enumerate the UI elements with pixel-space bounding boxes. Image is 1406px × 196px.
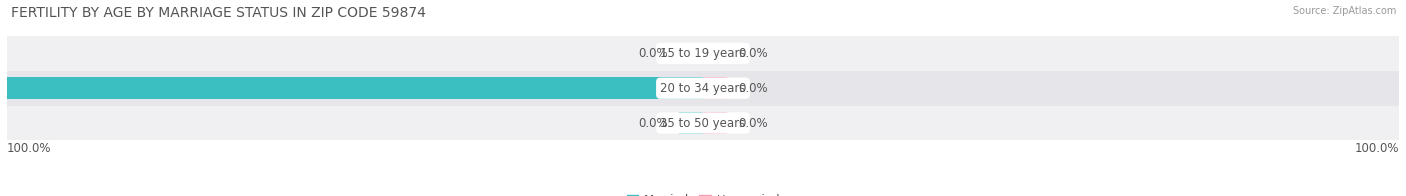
Text: 0.0%: 0.0% — [638, 116, 668, 130]
Text: FERTILITY BY AGE BY MARRIAGE STATUS IN ZIP CODE 59874: FERTILITY BY AGE BY MARRIAGE STATUS IN Z… — [11, 6, 426, 20]
Bar — [703, 43, 727, 64]
Text: 35 to 50 years: 35 to 50 years — [661, 116, 745, 130]
Bar — [703, 77, 727, 99]
Text: 0.0%: 0.0% — [738, 47, 768, 60]
Text: 15 to 19 years: 15 to 19 years — [661, 47, 745, 60]
Text: 20 to 34 years: 20 to 34 years — [661, 82, 745, 95]
Text: 100.0%: 100.0% — [1354, 142, 1399, 155]
Text: 0.0%: 0.0% — [738, 116, 768, 130]
Bar — [7, 106, 1399, 140]
Bar — [703, 112, 727, 134]
Text: 0.0%: 0.0% — [638, 47, 668, 60]
Text: Source: ZipAtlas.com: Source: ZipAtlas.com — [1292, 6, 1396, 16]
Bar — [7, 36, 1399, 71]
Text: 100.0%: 100.0% — [7, 142, 52, 155]
Bar — [679, 112, 703, 134]
Bar — [7, 77, 703, 99]
Bar — [679, 43, 703, 64]
Legend: Married, Unmarried: Married, Unmarried — [621, 189, 785, 196]
Bar — [7, 71, 1399, 106]
Text: 0.0%: 0.0% — [738, 82, 768, 95]
